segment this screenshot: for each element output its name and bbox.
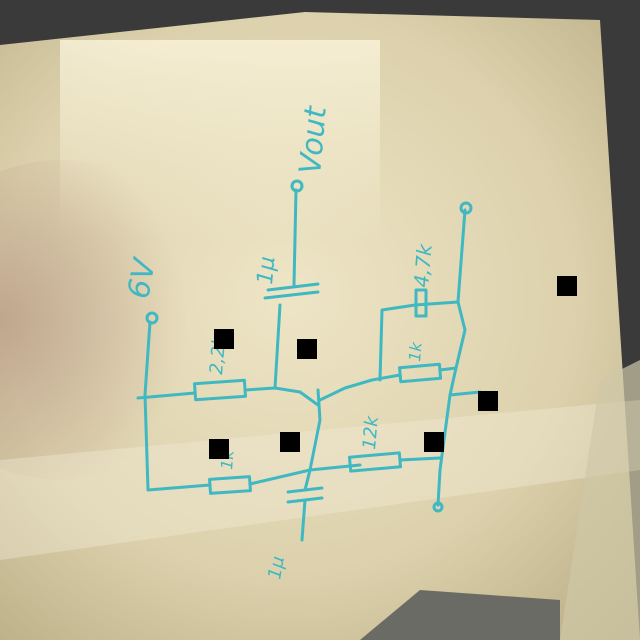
label: 1µ: [253, 255, 280, 285]
square: [209, 439, 229, 459]
reflection: [0, 400, 640, 560]
circuit: [136, 179, 482, 542]
square: [424, 432, 444, 452]
label: 1µ: [264, 555, 289, 581]
square: [280, 432, 300, 452]
occlusions: [209, 276, 577, 459]
label: 12k: [359, 414, 383, 451]
square: [297, 339, 317, 359]
hand: [0, 160, 220, 480]
square: [214, 329, 234, 349]
square: [478, 391, 498, 411]
object: [360, 590, 560, 640]
label: 4,7k: [409, 242, 437, 289]
edge: [560, 360, 640, 640]
label: 6V: [121, 254, 163, 302]
label: Vout: [293, 104, 334, 176]
label: 1k: [405, 341, 426, 363]
square: [557, 276, 577, 296]
